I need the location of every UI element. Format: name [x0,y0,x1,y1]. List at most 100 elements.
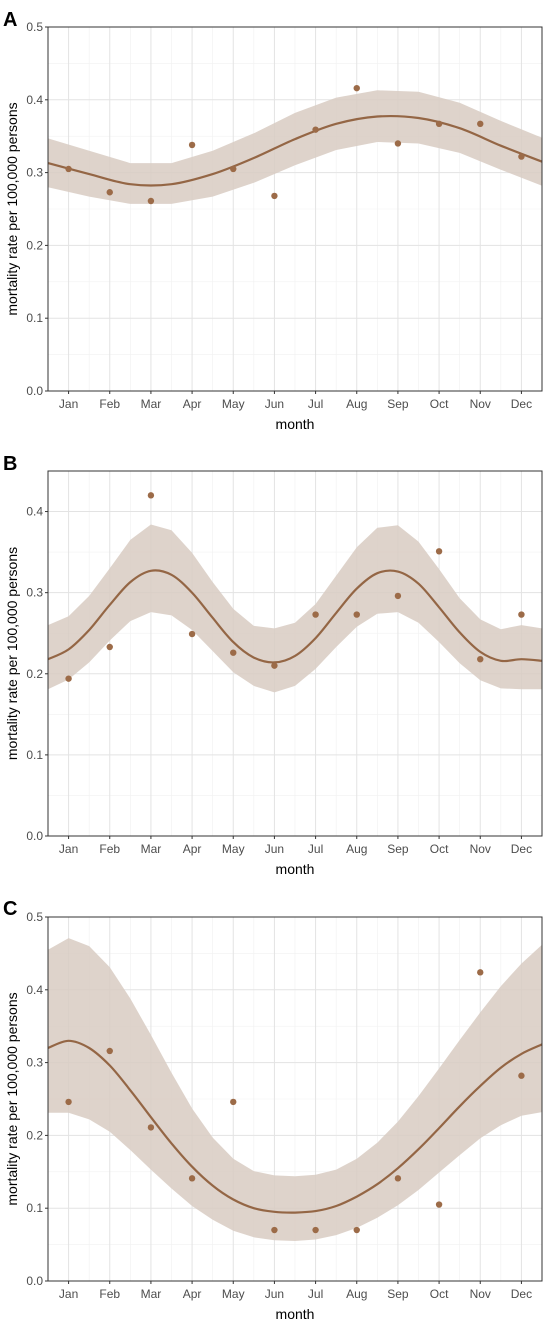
x-tick-label-aug: Aug [346,397,367,411]
x-tick-label-jun: Jun [265,1287,284,1301]
data-point-mar [147,197,155,205]
x-tick-label-sep: Sep [387,397,409,411]
x-tick-label-dec: Dec [511,1287,532,1301]
confidence-ribbon [48,524,542,693]
panel-a: 0.0 0.1 0.2 0.3 0.4 0.5 Jan Feb Mar Apr May Jun Jul A… [3,9,543,432]
panel-letter: A [3,9,17,31]
x-tick-label-jul: Jul [308,397,323,411]
y-tick-label: 0.3 [26,166,43,180]
data-point-mar [147,492,155,499]
y-tick-label: 0.4 [26,983,43,997]
x-tick-label-oct: Oct [430,1287,449,1301]
data-point-jul [312,126,319,133]
data-point-dec [518,611,525,618]
y-tick-label: 0.5 [26,20,43,34]
data-point-mar [147,1124,155,1131]
x-tick-label-dec: Dec [511,842,532,856]
confidence-ribbon [48,938,542,1241]
data-point-apr [188,1175,196,1182]
fitted-curve [47,114,543,187]
data-point-aug [353,1226,360,1234]
x-axis-title: month [276,416,315,432]
x-tick-label-aug: Aug [346,1287,367,1301]
data-point-oct [435,120,443,128]
x-tick-label-sep: Sep [387,842,409,856]
y-tick-label: 0.1 [26,311,43,325]
x-tick-label-may: May [222,397,245,411]
y-tick-label: 0.5 [26,910,43,924]
y-tick-label: 0.2 [26,238,43,252]
y-tick-label: 0.2 [26,667,43,681]
data-point-may [230,649,237,656]
data-point-dec [518,153,525,160]
panel-letter: B [3,453,17,475]
x-tick-label-feb: Feb [99,842,120,856]
x-tick-label-jul: Jul [308,1287,323,1301]
data-point-sep [394,592,402,600]
y-tick-label: 0.2 [26,1128,43,1142]
y-axis-title: mortality rate per 100,000 persons [4,102,20,315]
data-point-jul [312,611,319,618]
x-tick-label-may: May [222,842,245,856]
y-tick-label: 0.0 [26,1274,43,1288]
x-tick-label-mar: Mar [141,397,162,411]
x-tick-label-sep: Sep [387,1287,409,1301]
panel-border [47,916,543,1282]
y-axis-title: mortality rate per 100,000 persons [4,547,20,760]
data-point-sep [394,140,402,147]
x-tick-label-dec: Dec [511,397,532,411]
panel-b: 0.0 0.1 0.2 0.3 0.4 Jan Feb Mar Apr May Jun Jul Aug S… [3,453,543,877]
x-tick-label-feb: Feb [99,1287,120,1301]
data-point-jun [271,1226,278,1234]
x-tick-label-apr: Apr [183,842,202,856]
data-point-may [230,1098,237,1106]
data-point-nov [477,120,484,128]
x-tick-label-jul: Jul [308,842,323,856]
fitted-curve [47,1039,543,1214]
data-point-may [230,165,237,173]
data-point-dec [518,1072,525,1079]
x-tick-label-jun: Jun [265,842,284,856]
data-point-jan [65,1098,72,1106]
data-point-aug [353,84,360,92]
data-point-feb [106,643,113,651]
x-tick-label-nov: Nov [470,1287,491,1301]
data-point-jan [65,675,72,682]
x-axis-title: month [276,1306,315,1322]
y-axis-title: mortality rate per 100,000 persons [4,992,20,1205]
panel-border [47,470,543,837]
x-tick-label-feb: Feb [99,397,120,411]
x-tick-label-nov: Nov [470,397,491,411]
x-tick-label-apr: Apr [183,397,202,411]
data-point-feb [106,189,113,196]
data-point-apr [188,141,196,149]
y-tick-label: 0.3 [26,1056,43,1070]
x-tick-label-oct: Oct [430,842,449,856]
data-point-aug [353,611,360,618]
y-tick-label: 0.4 [26,505,43,519]
data-point-oct [435,1201,443,1208]
y-tick-label: 0.4 [26,93,43,107]
data-point-oct [435,548,443,555]
x-tick-label-jan: Jan [59,1287,78,1301]
x-tick-label-mar: Mar [141,842,162,856]
x-tick-label-nov: Nov [470,842,491,856]
data-point-feb [106,1047,113,1055]
y-tick-label: 0.3 [26,586,43,600]
y-tick-label: 0.0 [26,829,43,843]
panel-c: 0.0 0.1 0.2 0.3 0.4 0.5 Jan Feb Mar Apr May Jun Jul A… [3,898,543,1322]
y-tick-label: 0.0 [26,384,43,398]
data-point-nov [477,969,484,976]
x-tick-label-jan: Jan [59,842,78,856]
data-point-jan [65,165,72,173]
data-point-jul [312,1226,319,1234]
x-tick-label-apr: Apr [183,1287,202,1301]
y-tick-label: 0.1 [26,1201,43,1215]
panel-border [47,26,543,392]
x-tick-label-jun: Jun [265,397,284,411]
data-point-nov [477,655,484,663]
x-tick-label-aug: Aug [346,842,367,856]
y-tick-label: 0.1 [26,748,43,762]
x-tick-label-jan: Jan [59,397,78,411]
